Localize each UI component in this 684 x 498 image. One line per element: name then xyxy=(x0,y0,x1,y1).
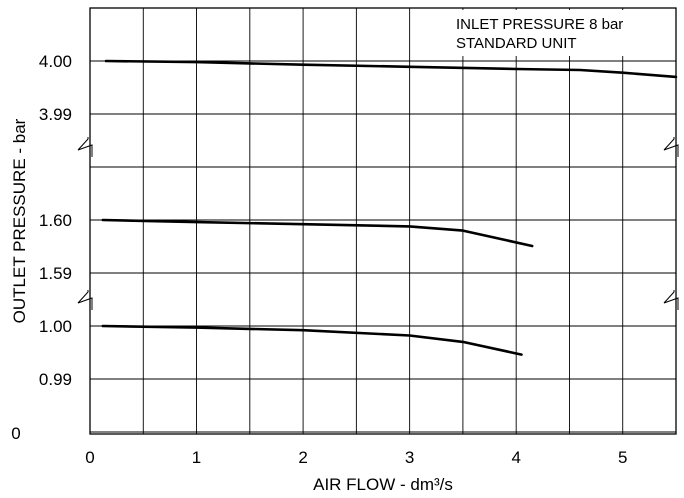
y-tick-label: 0.99 xyxy=(39,370,72,389)
y-tick-label: 3.99 xyxy=(39,105,72,124)
series-line-2 xyxy=(101,324,523,356)
x-tick-label: 1 xyxy=(192,448,201,467)
axis-break-marker xyxy=(663,137,679,157)
series-line-0 xyxy=(104,59,678,79)
annotation-line-1: INLET PRESSURE 8 bar xyxy=(456,16,623,33)
x-tick-label: 5 xyxy=(618,448,627,467)
axis-break-marker xyxy=(77,137,93,157)
plot-frame xyxy=(89,7,677,435)
series-group xyxy=(101,59,678,356)
axis-break-marker xyxy=(663,290,679,310)
y-tick-label: 1.00 xyxy=(39,317,72,336)
y-tick-label: 1.59 xyxy=(39,264,72,283)
y-tick-label: 4.00 xyxy=(39,52,72,71)
x-tick-label: 3 xyxy=(405,448,414,467)
y-tick-label: 0 xyxy=(11,424,20,443)
axis-breaks xyxy=(77,137,679,310)
y-tick-label: 1.60 xyxy=(39,211,72,230)
axis-break-marker xyxy=(77,290,93,310)
x-axis-label: AIR FLOW - dm³/s xyxy=(313,475,453,494)
x-tick-label: 0 xyxy=(85,448,94,467)
x-tick-label: 4 xyxy=(511,448,520,467)
annotation-line-2: STANDARD UNIT xyxy=(456,35,577,52)
tick-labels: 0 1 2 3 4 5 4.00 3.99 1.60 1.59 1.00 0.99 0 xyxy=(11,52,627,467)
y-axis-label: OUTLET PRESSURE - bar xyxy=(10,118,29,323)
x-tick-label: 2 xyxy=(298,448,307,467)
series-line-1 xyxy=(101,218,534,248)
annotation-box: INLET PRESSURE 8 bar STANDARD UNIT xyxy=(449,10,675,56)
